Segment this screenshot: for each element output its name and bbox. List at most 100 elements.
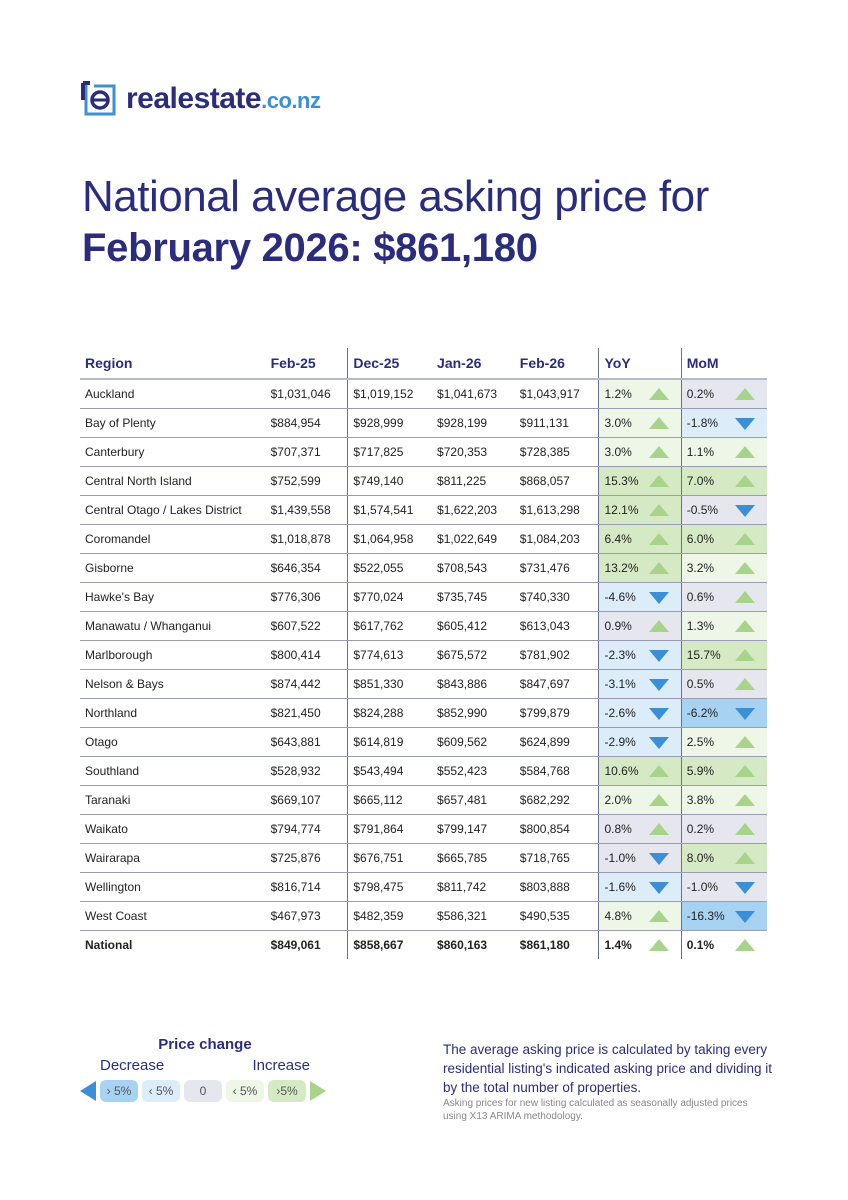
legend-decrease-label: Decrease [100, 1057, 165, 1074]
percent-value: 6.0% [686, 532, 715, 546]
arrow-up-icon [648, 446, 669, 458]
price-cell: $1,022,649 [432, 524, 515, 554]
percent-value: 1.1% [686, 445, 715, 459]
legend-chip: 0 [184, 1080, 222, 1102]
arrow-up-icon [735, 736, 755, 748]
price-cell: $1,041,673 [432, 379, 515, 409]
price-cell: $643,881 [265, 727, 348, 757]
methodology-note: The average asking price is calculated b… [443, 1042, 773, 1095]
percent-value: 3.2% [686, 561, 715, 575]
price-cell: $607,522 [265, 611, 348, 641]
arrow-up-icon [735, 446, 755, 458]
arrow-down-icon [735, 882, 755, 894]
arrow-up-icon [735, 823, 755, 835]
mom-cell: 6.0% [680, 524, 767, 554]
price-cell: $749,140 [347, 466, 433, 496]
yoy-cell: 1.4% [598, 930, 682, 959]
mom-cell: 3.2% [680, 553, 767, 583]
table-row: Coromandel $1,018,878 $1,064,958 $1,022,649… [80, 524, 767, 554]
price-cell: $911,131 [514, 408, 599, 438]
percent-value: 3.8% [686, 793, 715, 807]
price-cell: $843,886 [432, 669, 515, 699]
price-cell: $646,354 [265, 553, 348, 583]
arrow-up-icon [735, 649, 755, 661]
price-cell: $770,024 [347, 582, 433, 612]
mom-cell: 0.2% [680, 379, 767, 409]
percent-value: 12.1% [604, 503, 639, 517]
arrow-up-icon [735, 939, 755, 951]
yoy-cell: 3.0% [598, 408, 682, 438]
price-cell: $584,768 [514, 756, 599, 786]
price-cell: $614,819 [347, 727, 433, 757]
logo-text: realestate.co.nz [126, 82, 321, 115]
mom-cell: 15.7% [680, 640, 767, 670]
mom-cell: 1.1% [680, 437, 767, 467]
price-cell: $467,973 [265, 901, 348, 931]
region-cell: Taranaki [80, 785, 266, 815]
price-cell: $586,321 [432, 901, 515, 931]
percent-value: 15.3% [604, 474, 639, 488]
table-total-row: National $849,061 $858,667 $860,163 $861,180… [80, 930, 767, 959]
column-header: MoM [680, 348, 767, 380]
table-row: Canterbury $707,371 $717,825 $720,353 $728,3… [80, 437, 767, 467]
percent-value: 0.1% [686, 938, 715, 952]
region-cell: Central Otago / Lakes District [80, 495, 266, 525]
price-cell: $482,359 [347, 901, 433, 931]
percent-value: 1.3% [686, 619, 715, 633]
arrow-up-icon [648, 388, 669, 400]
yoy-cell: 0.8% [598, 814, 682, 844]
mom-cell: 3.8% [680, 785, 767, 815]
region-cell: National [85, 938, 133, 952]
percent-value: -4.6% [604, 590, 636, 604]
percent-value: 0.2% [686, 387, 715, 401]
price-cell: $1,084,203 [514, 524, 599, 554]
percent-value: -2.9% [604, 735, 636, 749]
table-row: Taranaki $669,107 $665,112 $657,481 $682,292… [80, 785, 767, 815]
price-cell: $717,825 [347, 437, 433, 467]
price-cell: $861,180 [519, 938, 570, 952]
legend-chip: › 5% [100, 1080, 138, 1102]
yoy-cell: -3.1% [598, 669, 682, 699]
column-header: Feb-25 [265, 348, 348, 380]
yoy-cell: 12.1% [598, 495, 682, 525]
region-cell: Canterbury [80, 437, 266, 467]
legend-chip: ‹ 5% [226, 1080, 264, 1102]
price-cell: $707,371 [265, 437, 348, 467]
column-header: Region [80, 348, 266, 380]
price-cell: $799,879 [514, 698, 599, 728]
price-cell: $617,762 [347, 611, 433, 641]
region-cell: Central North Island [80, 466, 266, 496]
table-row: Bay of Plenty $884,954 $928,999 $928,199 $91… [80, 408, 767, 438]
region-cell: Wellington [80, 872, 266, 902]
price-cell: $1,043,917 [514, 379, 599, 409]
arrow-up-icon [648, 475, 669, 487]
percent-value: 0.9% [604, 619, 632, 633]
arrow-up-icon [735, 388, 755, 400]
price-cell: $1,613,298 [514, 495, 599, 525]
mom-cell: 2.5% [680, 727, 767, 757]
price-cell: $1,064,958 [347, 524, 433, 554]
table-row: Auckland $1,031,046 $1,019,152 $1,041,673 $1… [80, 379, 767, 409]
price-cell: $849,061 [270, 938, 321, 952]
price-cell: $605,412 [432, 611, 515, 641]
percent-value: -1.6% [604, 880, 636, 894]
arrow-up-icon [648, 504, 669, 516]
arrow-down-icon [735, 418, 755, 430]
mom-cell: -0.5% [680, 495, 767, 525]
methodology-footnote: Asking prices for new listing calculated… [443, 1098, 748, 1122]
mom-cell: 0.5% [680, 669, 767, 699]
region-cell: Manawatu / Whanganui [80, 611, 266, 641]
arrow-down-icon [648, 737, 669, 749]
percent-value: -1.8% [686, 416, 719, 430]
percent-value: 3.0% [604, 445, 632, 459]
price-change-legend: Price change Decrease Increase › 5% ‹ 5% 0… [80, 1036, 330, 1102]
mom-cell: 7.0% [680, 466, 767, 496]
price-cell: $1,439,558 [265, 495, 348, 525]
percent-value: 13.2% [604, 561, 639, 575]
price-cell: $1,031,046 [265, 379, 348, 409]
price-cell: $852,990 [432, 698, 515, 728]
table-row: Central Otago / Lakes District $1,439,558… [80, 495, 767, 525]
table-row: Wairarapa $725,876 $676,751 $665,785 $718,76… [80, 843, 767, 873]
yoy-cell: -2.3% [598, 640, 682, 670]
price-cell: $811,225 [432, 466, 515, 496]
